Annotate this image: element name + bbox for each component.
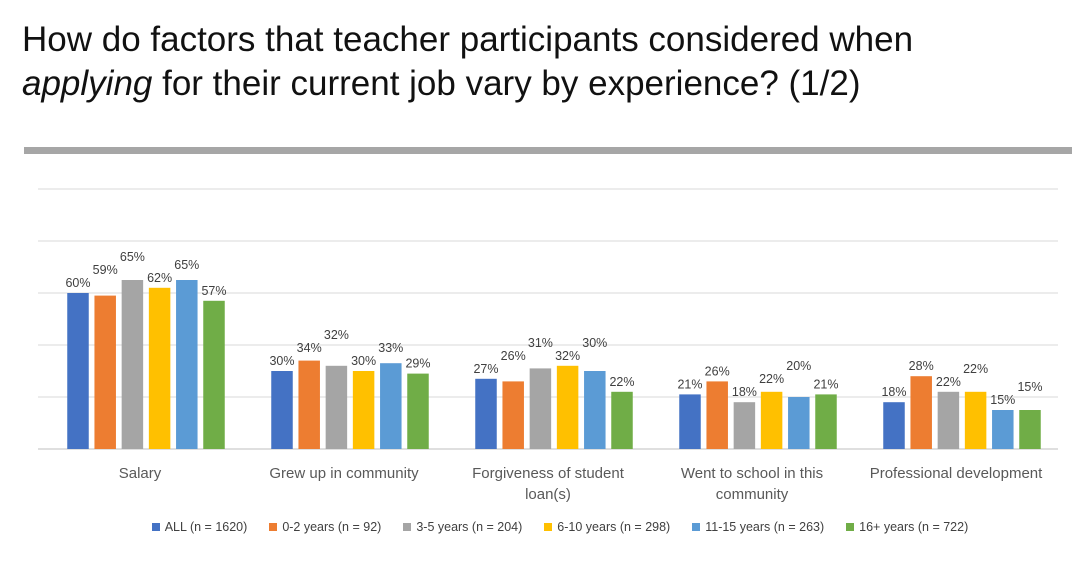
bar <box>67 293 89 449</box>
title-line-1: How do factors that teacher participants… <box>22 20 914 59</box>
bar <box>937 391 960 449</box>
category-label: loan(s) <box>525 486 571 503</box>
data-label: 15% <box>990 393 1015 407</box>
data-label: 32% <box>324 328 349 342</box>
bar <box>203 300 225 449</box>
category-label: community <box>716 486 789 503</box>
legend-swatch <box>403 523 412 531</box>
bar <box>407 373 429 449</box>
legend-item: 6-10 years (n = 298) <box>544 517 670 537</box>
category-label: Grew up in community <box>269 465 419 482</box>
data-label: 30% <box>269 354 294 368</box>
data-label: 27% <box>473 362 498 376</box>
data-label: 22% <box>759 372 784 386</box>
data-label: 21% <box>813 377 838 391</box>
bar <box>380 363 402 449</box>
legend-label: 3-5 years (n = 204) <box>416 520 523 534</box>
legend-item: ALL (n = 1620) <box>151 517 248 537</box>
category-label: Salary <box>119 465 162 482</box>
data-label: 65% <box>174 258 199 272</box>
title-line-2: for their current job vary by experience… <box>152 64 861 103</box>
category-label: Went to school in this <box>681 465 823 482</box>
data-label: 60% <box>65 276 90 290</box>
bar <box>611 391 633 449</box>
data-label: 15% <box>1017 380 1042 394</box>
category-label: Professional development <box>870 465 1043 482</box>
data-label: 26% <box>501 349 526 363</box>
legend-label: 16+ years (n = 722) <box>859 520 969 534</box>
bar <box>529 368 552 449</box>
bar <box>584 371 606 449</box>
data-label: 22% <box>609 375 634 389</box>
data-label: 57% <box>201 284 226 298</box>
category-label: Forgiveness of student <box>472 465 625 482</box>
bar <box>733 402 756 449</box>
title-emphasis: applying <box>22 64 153 103</box>
bar <box>1019 410 1041 449</box>
bar <box>502 381 524 449</box>
bar <box>788 397 810 449</box>
data-label: 26% <box>705 364 730 378</box>
bar <box>556 365 579 449</box>
data-label: 31% <box>528 336 553 350</box>
legend-swatch <box>151 523 160 531</box>
legend-swatch <box>846 523 855 531</box>
legend-swatch <box>692 523 701 531</box>
legend-label: ALL (n = 1620) <box>164 520 248 534</box>
bar <box>271 371 293 449</box>
legend-swatch <box>544 523 553 531</box>
chart-legend: ALL (n = 1620) 0-2 years (n = 92) 3-5 year… <box>60 517 1060 537</box>
bar <box>760 391 783 449</box>
bar <box>298 360 320 449</box>
legend-label: 0-2 years (n = 92) <box>282 520 382 534</box>
bar <box>679 394 701 449</box>
data-label: 18% <box>732 385 757 399</box>
data-label: 32% <box>555 349 580 363</box>
data-label: 34% <box>297 341 322 355</box>
data-label: 30% <box>351 354 376 368</box>
bar <box>706 381 728 449</box>
data-label: 20% <box>786 359 811 373</box>
bar <box>121 280 144 449</box>
slide-title: How do factors that teacher participants… <box>22 18 1082 106</box>
bar <box>815 394 837 449</box>
legend-swatch <box>269 523 278 531</box>
data-label: 18% <box>881 385 906 399</box>
bar <box>910 376 932 449</box>
title-divider <box>24 147 1072 154</box>
data-label: 65% <box>120 250 145 264</box>
data-label: 62% <box>147 271 172 285</box>
bar <box>964 391 987 449</box>
data-label: 21% <box>677 377 702 391</box>
data-label: 28% <box>909 359 934 373</box>
data-label: 29% <box>405 357 430 371</box>
bar <box>992 410 1014 449</box>
legend-item: 11-15 years (n = 263) <box>692 517 824 537</box>
bar <box>176 280 198 449</box>
bar <box>352 371 375 449</box>
legend-label: 6-10 years (n = 298) <box>557 520 671 534</box>
bar <box>325 365 348 449</box>
bar <box>475 378 497 449</box>
bar <box>94 295 116 449</box>
bar <box>148 287 171 449</box>
legend-item: 3-5 years (n = 204) <box>403 517 522 537</box>
data-label: 59% <box>93 263 118 277</box>
legend-item: 16+ years (n = 722) <box>846 517 968 537</box>
data-label: 22% <box>963 362 988 376</box>
legend-label: 11-15 years (n = 263) <box>705 520 825 534</box>
bar <box>883 402 905 449</box>
data-label: 22% <box>936 375 961 389</box>
data-label: 33% <box>378 341 403 355</box>
legend-item: 0-2 years (n = 92) <box>269 517 381 537</box>
data-label: 30% <box>582 336 607 350</box>
